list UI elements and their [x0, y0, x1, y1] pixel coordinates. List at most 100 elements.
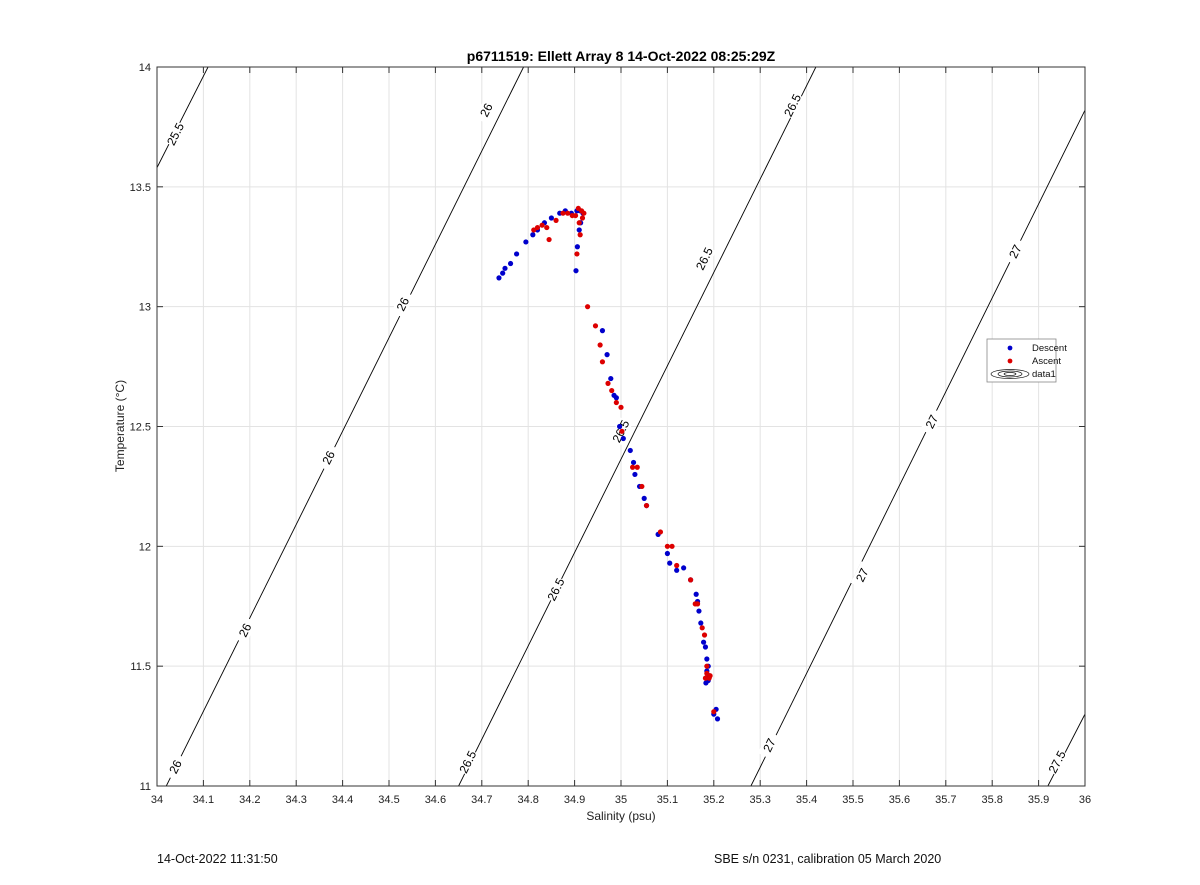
descent-point — [548, 215, 555, 221]
x-tick-label: 34.7 — [471, 794, 492, 806]
ascent-point — [560, 210, 566, 216]
descent-point — [693, 591, 699, 597]
ascent-point — [605, 380, 611, 386]
ascent-point — [572, 212, 579, 219]
descent-point — [573, 268, 579, 274]
isopycnal-label: 25.5 — [164, 120, 187, 147]
ascent-point — [599, 359, 606, 365]
x-tick-label: 35.1 — [657, 794, 678, 806]
isopycnal-line — [750, 109, 1085, 786]
isopycnal-label-bg — [233, 616, 257, 645]
descent-point — [613, 395, 619, 401]
descent-point — [700, 639, 707, 645]
ascent-point — [694, 601, 701, 607]
isopycnal-label: 26.5 — [693, 245, 716, 272]
x-tick-label: 34.8 — [517, 794, 538, 806]
ascent-point — [634, 464, 640, 470]
x-tick-label: 35.6 — [889, 794, 910, 806]
x-tick-label: 34.4 — [332, 794, 353, 806]
ascent-point — [664, 543, 671, 549]
x-tick-label: 35.5 — [842, 794, 863, 806]
y-tick-label: 11.5 — [130, 661, 151, 673]
ascent-point — [669, 543, 675, 549]
x-tick-label: 35.4 — [796, 794, 817, 806]
descent-point — [704, 656, 710, 662]
descent-point — [514, 251, 520, 257]
isopycnal-label-bg — [163, 752, 188, 781]
descent-point — [507, 260, 514, 267]
ascent-point — [597, 342, 603, 348]
x-tick-label: 34.5 — [378, 794, 399, 806]
isopycnal-label: 27 — [853, 566, 872, 584]
descent-point — [620, 435, 626, 442]
descent-point — [696, 608, 702, 614]
isopycnal-label-bg — [1045, 748, 1069, 776]
ascent-point — [539, 222, 545, 228]
descent-point — [599, 328, 606, 334]
isopycnal-label: 26 — [236, 621, 255, 639]
ascent-point — [609, 387, 615, 394]
isopycnal-line — [458, 67, 817, 786]
x-tick-label: 35.2 — [703, 794, 724, 806]
ascent-point — [546, 236, 552, 243]
x-tick-label: 34.6 — [425, 794, 446, 806]
isopycnal-label: 26 — [394, 295, 413, 313]
descent-point — [523, 239, 529, 245]
x-tick-label: 34 — [151, 794, 163, 806]
ascent-point — [639, 483, 645, 490]
isopycnal-label-bg — [163, 120, 188, 148]
legend[interactable]: Descent Ascent data1 — [986, 338, 1067, 383]
isopycnal-label-bg — [692, 244, 717, 273]
isopycnal-line — [157, 67, 209, 168]
x-axis-label: Salinity (psu) — [586, 809, 655, 823]
isopycnal-label: 26 — [477, 101, 496, 119]
isopycnal-line — [165, 67, 524, 786]
x-tick-label: 34.3 — [285, 794, 306, 806]
ascent-point — [699, 625, 705, 631]
isopycnal-label: 27 — [923, 412, 942, 430]
isopycnal-label-bg — [757, 731, 782, 760]
y-tick-label: 13.5 — [130, 182, 151, 194]
legend-descent-label: Descent — [1032, 343, 1067, 354]
isopycnal-label-bg — [317, 443, 341, 472]
isopycnal-label: 27 — [1006, 242, 1025, 260]
isopycnal-label-bg — [920, 407, 944, 436]
descent-point — [574, 244, 580, 250]
ascent-point — [534, 224, 541, 231]
ascent-point — [592, 323, 599, 329]
y-tick-label: 14 — [139, 62, 151, 74]
isopycnal-label: 26.5 — [781, 91, 804, 118]
x-tick-label: 35 — [615, 794, 627, 806]
descent-point — [674, 567, 680, 573]
ascent-point — [531, 227, 537, 233]
legend-ascent-label: Ascent — [1032, 356, 1061, 367]
y-axis-label: Temperature (°C) — [113, 380, 127, 472]
ascent-point — [707, 673, 713, 679]
x-tick-label: 35.9 — [1028, 794, 1049, 806]
descent-point — [604, 352, 610, 358]
chart-title: p6711519: Ellett Array 8 14-Oct-2022 08:… — [467, 48, 776, 64]
x-tick-label: 35.8 — [981, 794, 1002, 806]
descent-point — [664, 550, 671, 557]
ascent-point — [702, 675, 709, 681]
isopycnal-label-bg — [1003, 237, 1027, 266]
ascent-point — [688, 577, 694, 583]
isopycnal-label: 26.5 — [545, 576, 568, 603]
descent-point — [630, 459, 637, 466]
ascent-point — [574, 251, 580, 257]
isopycnal-label-bg — [474, 96, 499, 125]
x-tick-label: 35.7 — [935, 794, 956, 806]
descent-point — [576, 227, 582, 233]
ascent-point — [618, 404, 624, 410]
descent-point — [681, 565, 687, 571]
ascent-point — [674, 562, 680, 569]
descent-point — [632, 471, 638, 478]
data-points — [496, 205, 721, 722]
footer-timestamp: 14-Oct-2022 11:31:50 — [157, 852, 278, 866]
ascent-point — [577, 232, 583, 238]
isopycnal-label: 26 — [166, 757, 185, 775]
x-tick-label: 34.2 — [239, 794, 260, 806]
descent-point — [502, 265, 508, 271]
y-tick-label: 12 — [139, 541, 151, 553]
